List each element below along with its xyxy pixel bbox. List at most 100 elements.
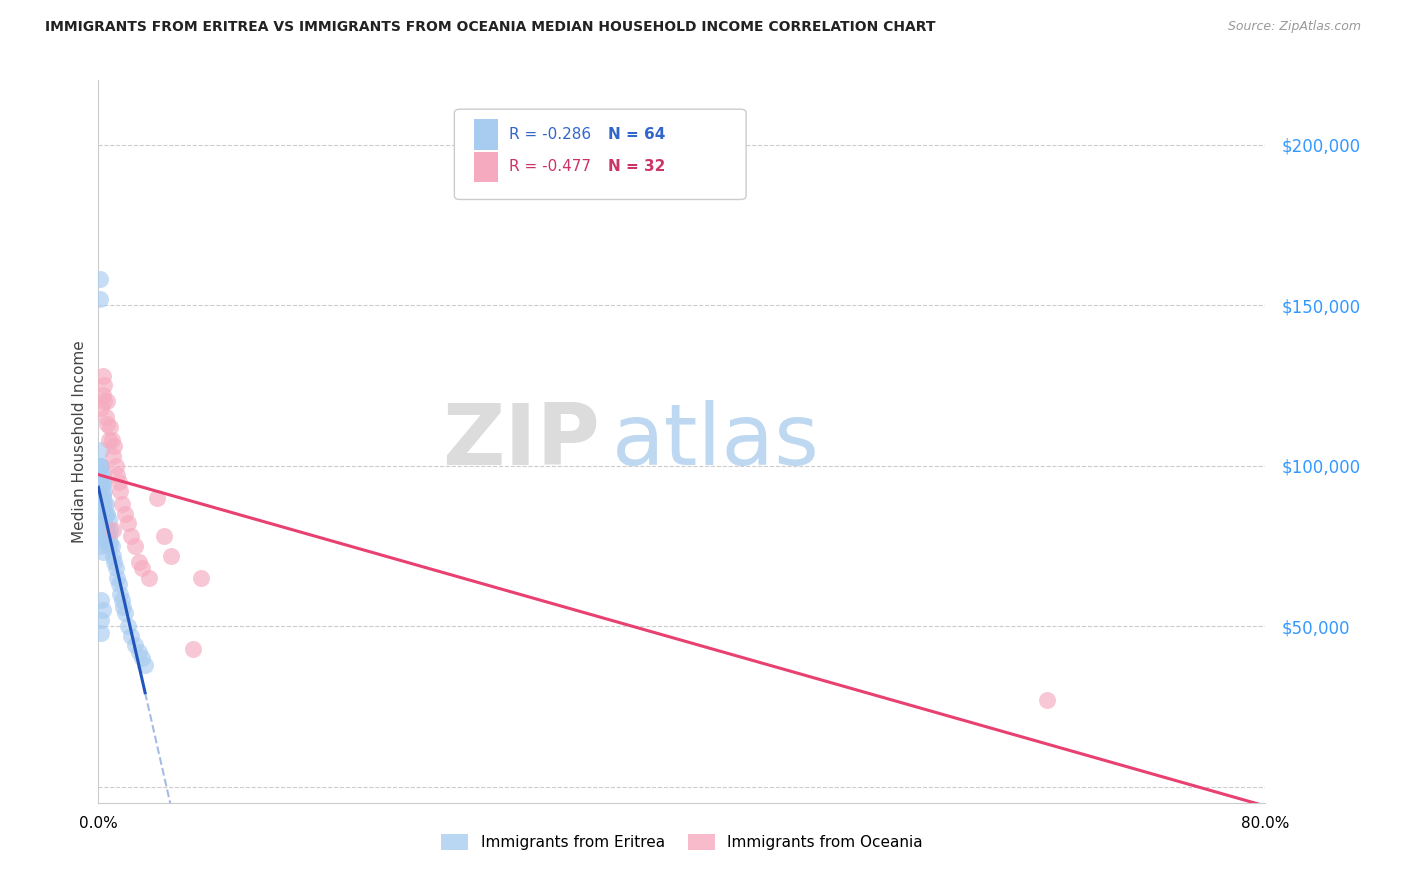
Point xyxy=(108,577,131,591)
FancyBboxPatch shape xyxy=(474,120,498,150)
Point xyxy=(91,545,114,559)
Point xyxy=(90,475,112,489)
Point xyxy=(110,484,132,499)
Point xyxy=(90,507,112,521)
Point xyxy=(90,491,112,505)
Point xyxy=(89,272,111,286)
Point xyxy=(96,507,118,521)
Text: ZIP: ZIP xyxy=(443,400,600,483)
Point xyxy=(93,513,115,527)
Point xyxy=(96,523,118,537)
Point xyxy=(97,539,120,553)
Point xyxy=(181,641,204,656)
Point xyxy=(111,497,134,511)
Point xyxy=(89,458,111,473)
Point xyxy=(93,523,115,537)
Point xyxy=(117,516,139,531)
Point xyxy=(91,368,114,383)
Point xyxy=(1035,693,1057,707)
Point xyxy=(91,475,114,489)
Point xyxy=(90,401,112,415)
Point xyxy=(138,571,160,585)
Point xyxy=(90,529,112,543)
Point xyxy=(124,539,146,553)
Point xyxy=(128,645,150,659)
Point xyxy=(104,458,127,473)
Point xyxy=(190,571,212,585)
Point xyxy=(93,394,115,409)
Point xyxy=(93,497,115,511)
Point xyxy=(101,549,124,563)
Text: R = -0.286: R = -0.286 xyxy=(509,127,592,142)
Point xyxy=(120,629,142,643)
Point xyxy=(146,491,169,505)
Point xyxy=(100,539,122,553)
Point xyxy=(112,599,135,614)
Point xyxy=(90,458,112,473)
Point xyxy=(89,491,111,505)
Point xyxy=(111,593,134,607)
Point xyxy=(90,593,112,607)
Point xyxy=(103,555,125,569)
Point xyxy=(89,475,111,489)
Point xyxy=(98,535,121,549)
Point xyxy=(93,378,115,392)
Point xyxy=(105,571,128,585)
Point xyxy=(96,417,118,431)
Point xyxy=(89,292,111,306)
Point xyxy=(101,523,124,537)
Point xyxy=(91,603,114,617)
Text: IMMIGRANTS FROM ERITREA VS IMMIGRANTS FROM OCEANIA MEDIAN HOUSEHOLD INCOME CORRE: IMMIGRANTS FROM ERITREA VS IMMIGRANTS FR… xyxy=(45,20,935,34)
Point xyxy=(153,529,176,543)
Point xyxy=(98,523,121,537)
Point xyxy=(131,561,153,575)
Text: N = 64: N = 64 xyxy=(609,127,666,142)
Point xyxy=(90,613,112,627)
Point xyxy=(120,529,142,543)
Point xyxy=(91,478,114,492)
Point xyxy=(91,487,114,501)
Point xyxy=(94,523,117,537)
Point xyxy=(94,410,117,425)
Point xyxy=(91,523,114,537)
Point xyxy=(94,497,117,511)
Point xyxy=(96,535,118,549)
Point xyxy=(97,529,120,543)
Point xyxy=(91,507,114,521)
Point xyxy=(91,491,114,505)
Point xyxy=(105,468,128,483)
Point xyxy=(91,468,114,483)
Point xyxy=(94,507,117,521)
Point xyxy=(94,533,117,547)
Point xyxy=(97,433,120,447)
Text: atlas: atlas xyxy=(612,400,820,483)
Point xyxy=(101,449,124,463)
Point xyxy=(103,439,125,453)
Point xyxy=(117,619,139,633)
Point xyxy=(97,513,120,527)
Point xyxy=(110,587,132,601)
Y-axis label: Median Household Income: Median Household Income xyxy=(72,340,87,543)
FancyBboxPatch shape xyxy=(454,109,747,200)
Legend: Immigrants from Eritrea, Immigrants from Oceania: Immigrants from Eritrea, Immigrants from… xyxy=(434,829,929,856)
Point xyxy=(91,516,114,531)
Point xyxy=(90,625,112,640)
Point xyxy=(128,555,150,569)
Point xyxy=(91,388,114,402)
Point xyxy=(114,507,136,521)
Point xyxy=(100,433,122,447)
Point xyxy=(160,549,183,563)
Point xyxy=(108,475,131,489)
Point xyxy=(91,497,114,511)
Point xyxy=(104,561,127,575)
Point xyxy=(98,420,121,434)
Text: R = -0.477: R = -0.477 xyxy=(509,160,591,175)
Point xyxy=(90,516,112,531)
Point xyxy=(90,468,112,483)
Point xyxy=(91,533,114,547)
Point xyxy=(89,458,111,473)
Point xyxy=(134,657,156,672)
Point xyxy=(90,497,112,511)
Text: N = 32: N = 32 xyxy=(609,160,666,175)
Point xyxy=(131,651,153,665)
